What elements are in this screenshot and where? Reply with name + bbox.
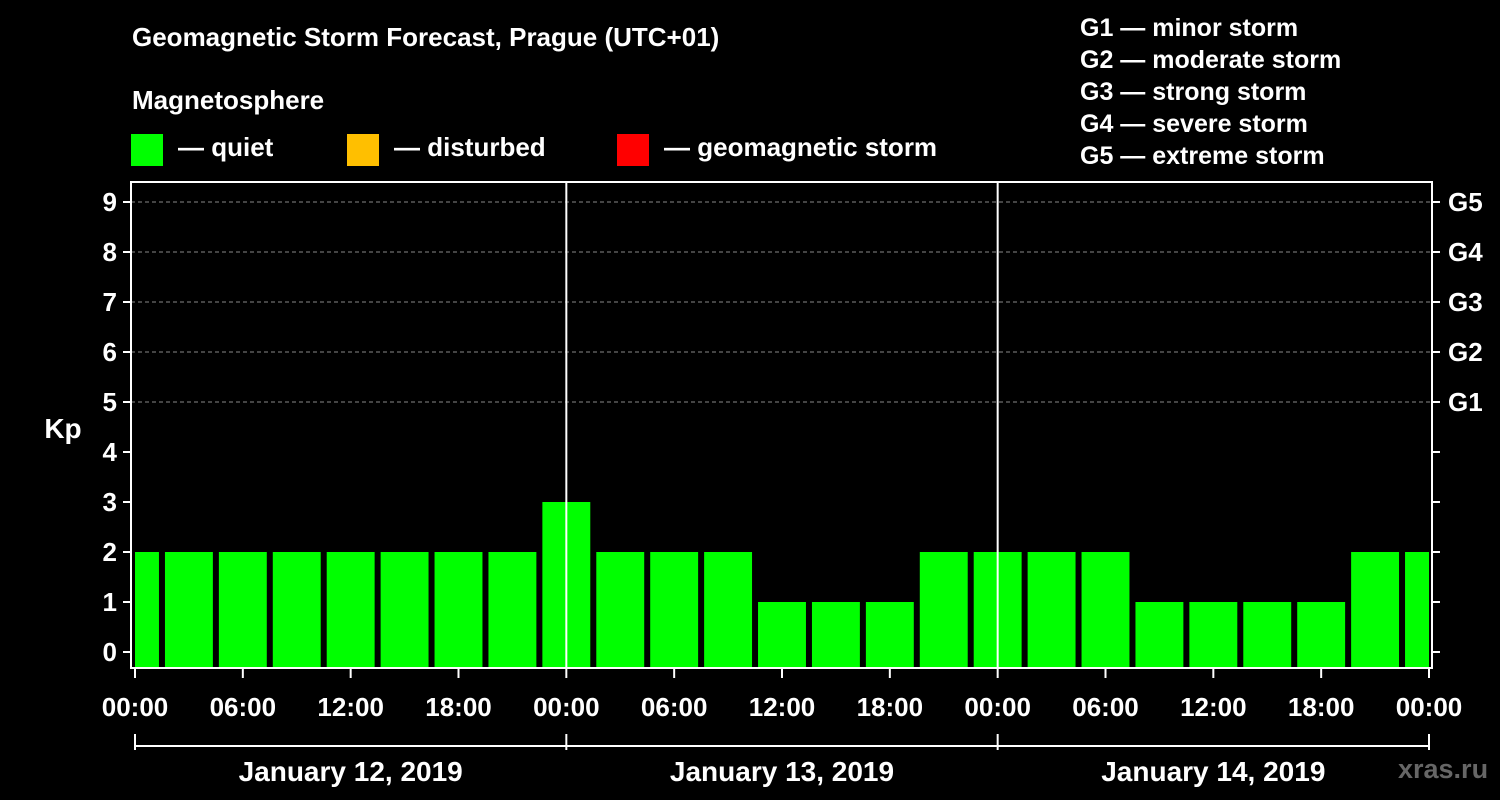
y-tick-label: 9 xyxy=(103,187,117,217)
x-tick-label: 18:00 xyxy=(857,692,924,722)
legend-label-disturbed: — disturbed xyxy=(394,132,546,162)
g-level-g5: G5 — extreme storm xyxy=(1080,142,1325,170)
y-tick-label: 6 xyxy=(103,337,117,367)
date-label: January 14, 2019 xyxy=(1101,756,1325,787)
bar xyxy=(488,552,537,668)
legend-label-storm: — geomagnetic storm xyxy=(664,132,938,162)
bar xyxy=(326,552,375,668)
bar xyxy=(758,602,806,668)
g-level-g4: G4 — severe storm xyxy=(1080,110,1308,138)
x-tick-label: 06:00 xyxy=(641,692,708,722)
y-tick-label: 7 xyxy=(103,287,117,317)
bar xyxy=(919,552,968,668)
bar xyxy=(1243,602,1292,668)
y-tick-label: 1 xyxy=(103,587,117,617)
date-label: January 12, 2019 xyxy=(239,756,463,787)
y-tick-label: 2 xyxy=(103,537,117,567)
legend-heading: Magnetosphere xyxy=(132,85,325,115)
g-axis-label: G1 xyxy=(1448,387,1483,417)
x-tick-label: 06:00 xyxy=(1072,692,1139,722)
bar xyxy=(865,602,914,668)
x-tick-label: 12:00 xyxy=(1180,692,1247,722)
y-axis-label: Kp xyxy=(44,413,81,444)
bar xyxy=(135,552,159,668)
bar xyxy=(650,552,699,668)
g-level-g1: G1 — minor storm xyxy=(1080,14,1299,42)
x-tick-label: 00:00 xyxy=(964,692,1031,722)
x-tick-label: 18:00 xyxy=(1288,692,1355,722)
bar xyxy=(1297,602,1346,668)
date-label: January 13, 2019 xyxy=(670,756,894,787)
x-tick-label: 18:00 xyxy=(425,692,492,722)
bar xyxy=(596,552,645,668)
x-tick-label: 06:00 xyxy=(210,692,277,722)
g-axis-label: G3 xyxy=(1448,287,1483,317)
watermark: xras.ru xyxy=(1398,754,1489,784)
bar xyxy=(1405,552,1429,668)
y-tick-label: 4 xyxy=(103,437,118,467)
legend-swatch-disturbed xyxy=(347,134,379,166)
bar xyxy=(1081,552,1130,668)
bar xyxy=(164,552,213,668)
bar xyxy=(1135,602,1184,668)
bar xyxy=(811,602,860,668)
bar xyxy=(1189,602,1238,668)
y-tick-label: 8 xyxy=(103,237,117,267)
g-axis-label: G4 xyxy=(1448,237,1483,267)
g-axis-label: G5 xyxy=(1448,187,1483,217)
bar xyxy=(218,552,267,668)
x-tick-label: 00:00 xyxy=(533,692,600,722)
legend-swatch-quiet xyxy=(131,134,163,166)
g-axis-label: G2 xyxy=(1448,337,1483,367)
legend-swatch-storm xyxy=(617,134,649,166)
bar xyxy=(380,552,429,668)
bar xyxy=(1351,552,1400,668)
y-tick-label: 0 xyxy=(103,637,117,667)
bar xyxy=(704,552,753,668)
y-tick-label: 5 xyxy=(103,387,117,417)
plot-frame xyxy=(130,181,1433,669)
g-level-g3: G3 — strong storm xyxy=(1080,78,1307,106)
bar xyxy=(1027,552,1076,668)
legend-label-quiet: — quiet xyxy=(178,132,274,162)
x-tick-label: 12:00 xyxy=(749,692,816,722)
x-tick-label: 12:00 xyxy=(317,692,384,722)
chart-title: Geomagnetic Storm Forecast, Prague (UTC+… xyxy=(132,22,720,52)
g-level-g2: G2 — moderate storm xyxy=(1080,46,1342,74)
bar xyxy=(434,552,483,668)
x-tick-label: 00:00 xyxy=(102,692,169,722)
x-tick-label: 00:00 xyxy=(1396,692,1463,722)
bar xyxy=(272,552,321,668)
y-tick-label: 3 xyxy=(103,487,117,517)
